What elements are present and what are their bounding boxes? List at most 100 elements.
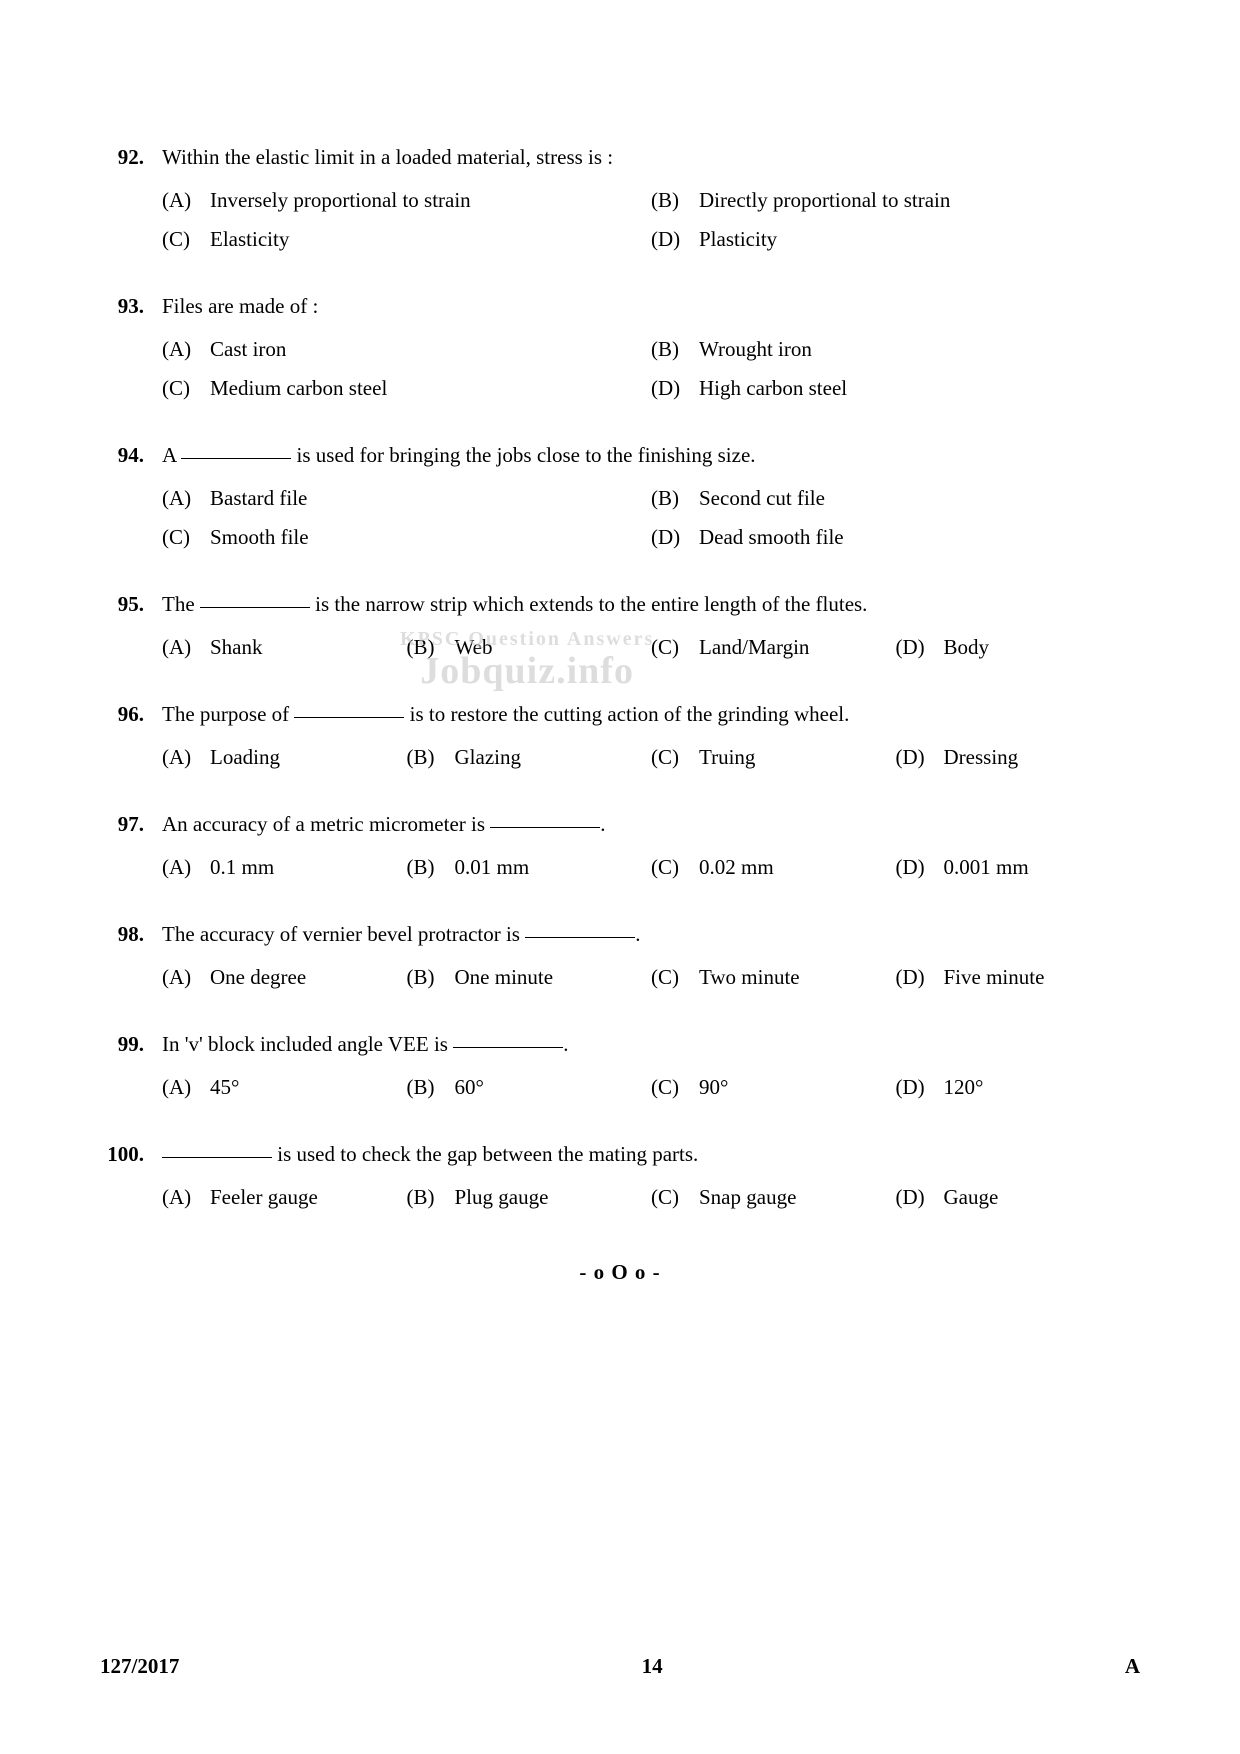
question-number: 95.	[100, 592, 162, 617]
option-text: Medium carbon steel	[210, 376, 387, 401]
option: (B)Directly proportional to strain	[651, 188, 1140, 213]
option: (D)Dead smooth file	[651, 525, 1140, 550]
options-row: (A)Inversely proportional to strain(B)Di…	[100, 188, 1140, 213]
option: (D)Plasticity	[651, 227, 1140, 252]
option-label: (C)	[651, 635, 699, 660]
option-label: (C)	[651, 855, 699, 880]
option-text: Glazing	[455, 745, 521, 770]
question-number: 100.	[100, 1142, 162, 1167]
option: (C)Smooth file	[162, 525, 651, 550]
question-number: 93.	[100, 294, 162, 319]
option-label: (A)	[162, 745, 210, 770]
option-label: (A)	[162, 188, 210, 213]
question-number: 92.	[100, 145, 162, 170]
option: (A)Cast iron	[162, 337, 651, 362]
option-text: Plug gauge	[455, 1185, 549, 1210]
option: (A)Loading	[162, 745, 407, 770]
question-text: The accuracy of vernier bevel protractor…	[162, 922, 1140, 947]
blank-line	[453, 1047, 563, 1048]
question-text: is used to check the gap between the mat…	[162, 1142, 1140, 1167]
option-label: (C)	[162, 227, 210, 252]
question-text: The is the narrow strip which extends to…	[162, 592, 1140, 617]
blank-line	[525, 937, 635, 938]
option-label: (B)	[407, 965, 455, 990]
option-label: (A)	[162, 965, 210, 990]
question-block: 93.Files are made of :(A)Cast iron(B)Wro…	[100, 294, 1140, 401]
option-text: Dressing	[944, 745, 1019, 770]
option: (C)0.02 mm	[651, 855, 896, 880]
option: (D)120°	[896, 1075, 1141, 1100]
question-block: 100. is used to check the gap between th…	[100, 1142, 1140, 1210]
option-text: Snap gauge	[699, 1185, 796, 1210]
option-label: (C)	[162, 525, 210, 550]
options-row: (A)Cast iron(B)Wrought iron	[100, 337, 1140, 362]
option: (C)Medium carbon steel	[162, 376, 651, 401]
option: (B)Plug gauge	[407, 1185, 652, 1210]
option-label: (C)	[651, 745, 699, 770]
question-row: 94.A is used for bringing the jobs close…	[100, 443, 1140, 468]
option-text: Feeler gauge	[210, 1185, 318, 1210]
option-text: Inversely proportional to strain	[210, 188, 471, 213]
option-text: Dead smooth file	[699, 525, 844, 550]
end-marker: - o O o -	[100, 1260, 1140, 1285]
option: (D)0.001 mm	[896, 855, 1141, 880]
option: (B)Second cut file	[651, 486, 1140, 511]
question-text: A is used for bringing the jobs close to…	[162, 443, 1140, 468]
option-text: Directly proportional to strain	[699, 188, 950, 213]
question-row: 99.In 'v' block included angle VEE is .	[100, 1032, 1140, 1057]
option-label: (B)	[407, 1075, 455, 1100]
option-label: (A)	[162, 337, 210, 362]
option: (D)Dressing	[896, 745, 1141, 770]
options-row: (C)Medium carbon steel(D)High carbon ste…	[100, 376, 1140, 401]
question-block: 99.In 'v' block included angle VEE is . (…	[100, 1032, 1140, 1100]
option-text: One degree	[210, 965, 306, 990]
question-row: 96.The purpose of is to restore the cutt…	[100, 702, 1140, 727]
option: (C)Truing	[651, 745, 896, 770]
question-text: Within the elastic limit in a loaded mat…	[162, 145, 1140, 170]
option: (A)Feeler gauge	[162, 1185, 407, 1210]
footer-center: 14	[642, 1654, 663, 1679]
question-row: 92.Within the elastic limit in a loaded …	[100, 145, 1140, 170]
option: (A)Inversely proportional to strain	[162, 188, 651, 213]
option-text: 60°	[455, 1075, 484, 1100]
option-label: (D)	[896, 745, 944, 770]
option-label: (D)	[651, 376, 699, 401]
option-text: 0.1 mm	[210, 855, 274, 880]
option-label: (B)	[407, 855, 455, 880]
options-row: (A)0.1 mm(B)0.01 mm(C)0.02 mm(D)0.001 mm	[100, 855, 1140, 880]
option-text: High carbon steel	[699, 376, 847, 401]
option-label: (D)	[896, 635, 944, 660]
options-row: (A)Loading(B)Glazing(C)Truing(D)Dressing	[100, 745, 1140, 770]
options-row: (A)Shank(B)Web(C)Land/Margin(D)Body	[100, 635, 1140, 660]
option-text: Smooth file	[210, 525, 309, 550]
question-number: 94.	[100, 443, 162, 468]
blank-line	[490, 827, 600, 828]
option-text: 45°	[210, 1075, 239, 1100]
option-text: Plasticity	[699, 227, 777, 252]
option: (B)Wrought iron	[651, 337, 1140, 362]
question-block: 98.The accuracy of vernier bevel protrac…	[100, 922, 1140, 990]
options-row: (A)45°(B)60°(C)90°(D)120°	[100, 1075, 1140, 1100]
option: (B)Web	[407, 635, 652, 660]
option: (B)60°	[407, 1075, 652, 1100]
option-label: (B)	[407, 745, 455, 770]
option: (C)Snap gauge	[651, 1185, 896, 1210]
options-row: (C)Elasticity(D)Plasticity	[100, 227, 1140, 252]
option-label: (C)	[651, 1075, 699, 1100]
option-text: 90°	[699, 1075, 728, 1100]
option: (B)0.01 mm	[407, 855, 652, 880]
option-label: (B)	[651, 337, 699, 362]
option: (D)Five minute	[896, 965, 1141, 990]
option-label: (D)	[896, 1075, 944, 1100]
question-number: 96.	[100, 702, 162, 727]
option-text: Cast iron	[210, 337, 286, 362]
question-block: 96.The purpose of is to restore the cutt…	[100, 702, 1140, 770]
option: (D)Gauge	[896, 1185, 1141, 1210]
option-text: Shank	[210, 635, 263, 660]
option-text: Body	[944, 635, 990, 660]
option-label: (D)	[651, 525, 699, 550]
option-text: 0.02 mm	[699, 855, 774, 880]
option-text: Loading	[210, 745, 280, 770]
option-text: Gauge	[944, 1185, 999, 1210]
question-block: 95.The is the narrow strip which extends…	[100, 592, 1140, 660]
